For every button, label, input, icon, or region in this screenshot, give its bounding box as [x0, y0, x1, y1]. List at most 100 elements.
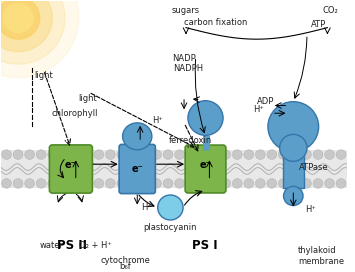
- Circle shape: [336, 179, 346, 188]
- Circle shape: [4, 4, 33, 32]
- Text: NADP: NADP: [172, 54, 196, 63]
- Text: sugars: sugars: [172, 5, 200, 14]
- Text: ADP: ADP: [257, 97, 275, 106]
- Text: ATP: ATP: [311, 20, 326, 29]
- Circle shape: [13, 150, 23, 159]
- Circle shape: [105, 179, 115, 188]
- Circle shape: [163, 150, 173, 159]
- Circle shape: [152, 179, 162, 188]
- Text: PS II: PS II: [57, 239, 87, 252]
- Circle shape: [105, 150, 115, 159]
- Circle shape: [0, 0, 65, 64]
- Circle shape: [280, 134, 307, 161]
- Circle shape: [94, 150, 104, 159]
- Text: e⁻: e⁻: [200, 160, 211, 170]
- Circle shape: [233, 179, 242, 188]
- Circle shape: [140, 150, 150, 159]
- FancyBboxPatch shape: [49, 145, 92, 193]
- Circle shape: [336, 150, 346, 159]
- Circle shape: [48, 150, 58, 159]
- Circle shape: [244, 179, 254, 188]
- FancyBboxPatch shape: [119, 144, 155, 194]
- Circle shape: [290, 179, 300, 188]
- Text: thylakoid
membrane: thylakoid membrane: [298, 246, 344, 266]
- Circle shape: [325, 179, 334, 188]
- Circle shape: [59, 150, 69, 159]
- Circle shape: [71, 179, 81, 188]
- Circle shape: [284, 186, 303, 206]
- Circle shape: [82, 179, 92, 188]
- Circle shape: [267, 179, 277, 188]
- Circle shape: [186, 179, 196, 188]
- Circle shape: [221, 179, 231, 188]
- Text: PS I: PS I: [192, 239, 218, 252]
- Circle shape: [209, 150, 219, 159]
- Circle shape: [221, 150, 231, 159]
- Text: light: light: [79, 94, 98, 103]
- Circle shape: [233, 150, 242, 159]
- Text: water: water: [39, 241, 64, 250]
- Circle shape: [82, 150, 92, 159]
- Circle shape: [256, 150, 265, 159]
- Circle shape: [129, 179, 138, 188]
- Circle shape: [2, 150, 11, 159]
- Circle shape: [25, 150, 34, 159]
- Circle shape: [244, 150, 254, 159]
- Circle shape: [117, 150, 127, 159]
- Circle shape: [313, 179, 323, 188]
- Circle shape: [198, 150, 208, 159]
- Text: cytochrome: cytochrome: [100, 256, 151, 265]
- Circle shape: [2, 179, 11, 188]
- Ellipse shape: [122, 123, 152, 150]
- Bar: [283, 150, 304, 188]
- Circle shape: [198, 179, 208, 188]
- Circle shape: [158, 195, 183, 220]
- Circle shape: [13, 179, 23, 188]
- Circle shape: [290, 150, 300, 159]
- Circle shape: [25, 179, 34, 188]
- Circle shape: [71, 150, 81, 159]
- Text: carbon fixation: carbon fixation: [184, 18, 247, 27]
- Circle shape: [188, 101, 223, 135]
- Circle shape: [302, 179, 311, 188]
- FancyBboxPatch shape: [185, 145, 226, 193]
- Bar: [1, 150, 347, 188]
- Text: ATPase: ATPase: [299, 163, 329, 172]
- Circle shape: [279, 150, 288, 159]
- Text: H⁺: H⁺: [253, 105, 264, 114]
- Circle shape: [36, 150, 46, 159]
- Circle shape: [0, 0, 40, 39]
- Circle shape: [48, 179, 58, 188]
- Circle shape: [129, 150, 138, 159]
- Circle shape: [256, 179, 265, 188]
- Circle shape: [302, 150, 311, 159]
- Circle shape: [186, 150, 196, 159]
- Circle shape: [268, 102, 319, 152]
- Text: chlorophyll: chlorophyll: [51, 109, 98, 118]
- Circle shape: [267, 150, 277, 159]
- Circle shape: [279, 179, 288, 188]
- Circle shape: [163, 179, 173, 188]
- Text: H⁺: H⁺: [141, 203, 152, 212]
- Circle shape: [59, 179, 69, 188]
- Text: O₂ + H⁺: O₂ + H⁺: [79, 241, 111, 250]
- Text: CO₂: CO₂: [322, 5, 338, 14]
- Text: H⁺: H⁺: [305, 205, 316, 214]
- Text: H⁺: H⁺: [152, 116, 163, 125]
- Circle shape: [209, 179, 219, 188]
- Circle shape: [0, 0, 79, 78]
- Text: light: light: [34, 71, 53, 80]
- Text: ferredoxin: ferredoxin: [169, 136, 212, 145]
- Text: e⁻: e⁻: [65, 160, 77, 170]
- Text: NADPH: NADPH: [173, 64, 203, 73]
- Text: e⁻: e⁻: [131, 164, 143, 174]
- Text: plastocyanin: plastocyanin: [144, 223, 197, 232]
- Circle shape: [175, 179, 185, 188]
- Circle shape: [94, 179, 104, 188]
- Circle shape: [36, 179, 46, 188]
- Circle shape: [117, 179, 127, 188]
- Circle shape: [325, 150, 334, 159]
- Text: b₆f: b₆f: [120, 262, 131, 271]
- Circle shape: [313, 150, 323, 159]
- Circle shape: [175, 150, 185, 159]
